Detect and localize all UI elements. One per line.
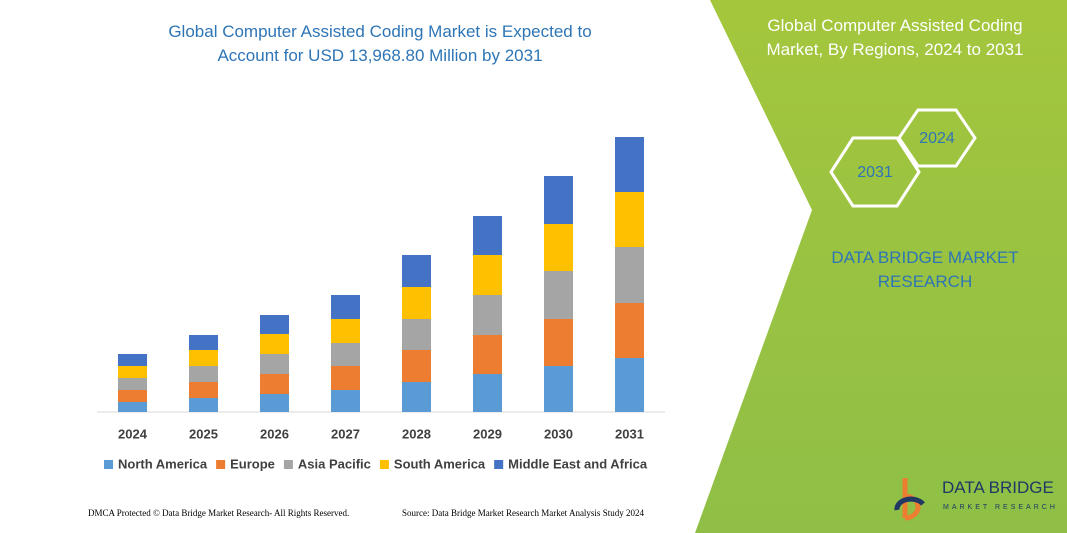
bar-segment <box>189 398 218 412</box>
hex-label: 2024 <box>919 130 955 147</box>
bar-segment <box>402 382 431 412</box>
bar-segment <box>473 295 502 335</box>
bar-segment <box>118 402 147 412</box>
bar-segment <box>331 343 360 366</box>
bar-segment <box>402 319 431 350</box>
legend-swatch <box>379 460 389 469</box>
bar-segment <box>118 366 147 378</box>
bar-segment <box>331 366 360 390</box>
bar-segment <box>331 295 360 319</box>
source-note: Source: Data Bridge Market Research Mark… <box>402 508 644 518</box>
bar-segment <box>331 390 360 412</box>
x-tick-label: 2029 <box>473 426 502 441</box>
x-tick-label: 2027 <box>331 426 360 441</box>
bar-segment <box>544 319 573 366</box>
bar-segment <box>473 374 502 412</box>
bar-segment <box>544 271 573 319</box>
bar-segment <box>615 303 644 358</box>
chart-title: Global Computer Assisted Coding Market i… <box>168 22 592 65</box>
bar-segment <box>544 176 573 224</box>
bar-segment <box>473 255 502 295</box>
bar-segment <box>118 390 147 402</box>
legend-swatch <box>216 460 226 469</box>
x-tick-label: 2024 <box>118 426 148 441</box>
legend-label: Middle East and Africa <box>508 456 648 471</box>
panel-title: Global Computer Assisted Coding Market, … <box>766 16 1024 59</box>
logo-tagline: MARKET RESEARCH <box>943 504 1058 511</box>
bar-segment <box>473 335 502 374</box>
bar-segment <box>615 137 644 192</box>
bar-segment <box>260 394 289 412</box>
legend-label: South America <box>394 456 486 471</box>
legend-label: Europe <box>230 456 275 471</box>
hex-label: 2031 <box>857 164 893 181</box>
bar-segment <box>615 247 644 303</box>
bar-segment <box>473 216 502 255</box>
hexagon <box>897 108 977 168</box>
legend-label: Asia Pacific <box>298 456 371 471</box>
bar-segment <box>260 334 289 354</box>
bar-segment <box>189 382 218 398</box>
bar-segment <box>615 358 644 412</box>
x-tick-label: 2031 <box>615 426 644 441</box>
legend-swatch <box>104 460 113 469</box>
bar-segment <box>189 350 218 366</box>
x-tick-label: 2030 <box>544 426 573 441</box>
x-tick-label: 2026 <box>260 426 289 441</box>
bar-segment <box>189 335 218 350</box>
bar-segment <box>260 354 289 374</box>
bar-segment <box>189 366 218 382</box>
green-panel <box>695 0 1067 533</box>
legend-swatch <box>283 460 293 469</box>
brand-text: DATA BRIDGE MARKET RESEARCH <box>831 248 1019 291</box>
bar-segment <box>331 319 360 343</box>
bar-segment <box>118 354 147 366</box>
bar-segment <box>402 287 431 319</box>
dmca-note: DMCA Protected © Data Bridge Market Rese… <box>88 508 349 518</box>
bar-segment <box>615 192 644 247</box>
x-tick-label: 2025 <box>189 426 218 441</box>
bar-segment <box>544 366 573 412</box>
logo-name: DATA BRIDGE <box>942 478 1054 497</box>
bar-segment <box>402 350 431 382</box>
hexagon <box>829 136 921 208</box>
logo-icon <box>894 496 925 511</box>
bar-segment <box>118 378 147 390</box>
bar-segment <box>260 315 289 334</box>
legend-swatch <box>494 460 504 469</box>
x-tick-label: 2028 <box>402 426 431 441</box>
bar-segment <box>402 255 431 287</box>
bar-segment <box>260 374 289 394</box>
legend-label: North America <box>118 456 208 471</box>
bar-segment <box>544 224 573 271</box>
